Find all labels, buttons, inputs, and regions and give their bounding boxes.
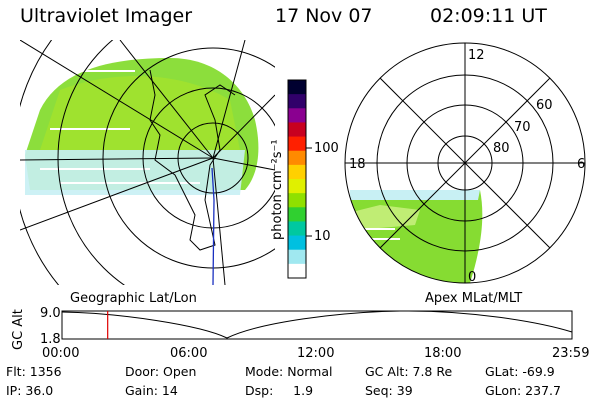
info-seq: Seq: 39 bbox=[365, 383, 413, 398]
info-glon: GLon: 237.7 bbox=[485, 383, 561, 398]
colorbar-band bbox=[288, 94, 306, 109]
colorbar-band bbox=[288, 221, 306, 237]
timeline-ytick-1.8: 1.8 bbox=[40, 332, 61, 347]
mlt-label-18: 18 bbox=[349, 157, 366, 172]
altitude-timeline: 9.0 1.8 GC Alt 00:00 06:00 12:00 18:00 2… bbox=[11, 306, 589, 361]
timeline-xtick-0000: 00:00 bbox=[42, 346, 79, 361]
colorbar-band bbox=[288, 249, 306, 265]
altitude-curve bbox=[61, 310, 573, 339]
coastline bbox=[149, 69, 236, 251]
colorbar-tick-100: 100 bbox=[314, 141, 339, 156]
info-mode: Mode: Normal bbox=[245, 364, 332, 379]
info-gain: Gain: 14 bbox=[125, 383, 178, 398]
colorbar-band bbox=[288, 108, 306, 123]
colorbar-tick-10: 10 bbox=[314, 229, 331, 244]
mlat-label-70: 70 bbox=[514, 120, 531, 135]
colorbar-band bbox=[288, 164, 306, 180]
timeline-xtick-1200: 12:00 bbox=[297, 346, 334, 361]
mlat-label-60: 60 bbox=[536, 98, 553, 113]
info-gc-alt: GC Alt: 7.8 Re bbox=[365, 364, 452, 379]
title: Ultraviolet Imager bbox=[20, 5, 193, 27]
info-flt: Flt: 1356 bbox=[6, 364, 62, 379]
timeline-xtick-2359: 23:59 bbox=[552, 346, 589, 361]
left-map-label: Geographic Lat/Lon bbox=[70, 291, 197, 306]
colorbar: 100 10 photon cm⁻²s⁻¹ bbox=[270, 79, 339, 279]
date: 17 Nov 07 bbox=[275, 5, 373, 27]
colorbar-band bbox=[288, 235, 306, 251]
colorbar-band bbox=[288, 179, 306, 194]
info-door: Door: Open bbox=[125, 364, 196, 379]
info-dsp: Dsp: 1.9 bbox=[245, 383, 313, 398]
colorbar-band bbox=[288, 150, 306, 166]
timeline-ytick-9: 9.0 bbox=[40, 306, 61, 321]
mlt-label-0: 0 bbox=[468, 270, 476, 285]
timeline-xtick-0600: 06:00 bbox=[170, 346, 207, 361]
info-panel: Flt: 1356 Door: Open Mode: Normal GC Alt… bbox=[6, 364, 561, 398]
colorbar-band bbox=[288, 263, 306, 279]
colorbar-band bbox=[288, 207, 306, 222]
colorbar-band bbox=[288, 136, 306, 152]
mlt-label-6: 6 bbox=[577, 157, 585, 172]
info-glat: GLat: -69.9 bbox=[485, 364, 555, 379]
colorbar-unit: photon cm⁻²s⁻¹ bbox=[270, 139, 285, 240]
timeline-ylabel: GC Alt bbox=[11, 309, 26, 350]
info-ip: IP: 36.0 bbox=[6, 383, 53, 398]
mlt-label-12: 12 bbox=[468, 48, 485, 63]
geographic-map bbox=[20, 40, 275, 285]
colorbar-band bbox=[288, 122, 306, 138]
colorbar-band bbox=[288, 193, 306, 208]
timeline-xtick-1800: 18:00 bbox=[424, 346, 461, 361]
right-map-label: Apex MLat/MLT bbox=[425, 291, 522, 306]
mlat-label-80: 80 bbox=[493, 141, 510, 156]
colorbar-band bbox=[288, 80, 306, 95]
time: 02:09:11 UT bbox=[430, 5, 547, 27]
apex-map: 12 18 6 0 60 70 80 bbox=[344, 42, 586, 285]
